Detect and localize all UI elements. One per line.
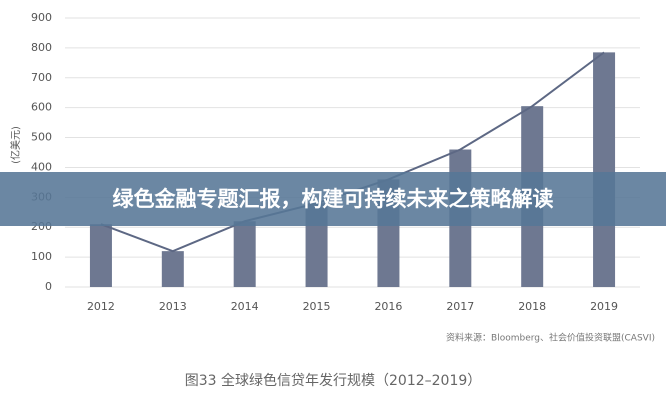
x-tick-label: 2016 <box>374 300 402 313</box>
y-tick-label: 400 <box>31 160 52 173</box>
figure-caption: 图33 全球绿色信贷年发行规模（2012–2019） <box>185 372 482 389</box>
bar <box>233 221 256 287</box>
source-note: 资料来源：Bloomberg、社会价值投资联盟(CASVI) <box>446 332 655 344</box>
y-tick-label: 100 <box>31 250 52 263</box>
x-tick-label: 2017 <box>446 300 474 313</box>
banner-title: 绿色金融专题汇报，构建可持续未来之策略解读 <box>113 187 554 211</box>
x-tick-label: 2012 <box>87 300 115 313</box>
x-tick-label: 2014 <box>231 300 259 313</box>
y-tick-label: 500 <box>31 131 52 144</box>
y-tick-label: 900 <box>31 11 52 24</box>
bar <box>161 251 184 287</box>
x-tick-label: 2019 <box>590 300 618 313</box>
y-tick-label: 0 <box>45 280 52 293</box>
banner-background <box>0 172 666 226</box>
y-tick-label: 800 <box>31 41 52 54</box>
x-tick-label: 2013 <box>159 300 187 313</box>
y-axis-label: (亿美元) <box>9 126 22 164</box>
y-tick-label: 700 <box>31 71 52 84</box>
x-tick-label: 2018 <box>518 300 546 313</box>
y-tick-label: 600 <box>31 101 52 114</box>
bar <box>593 52 616 287</box>
x-tick-label: 2015 <box>303 300 331 313</box>
bar <box>89 224 112 287</box>
